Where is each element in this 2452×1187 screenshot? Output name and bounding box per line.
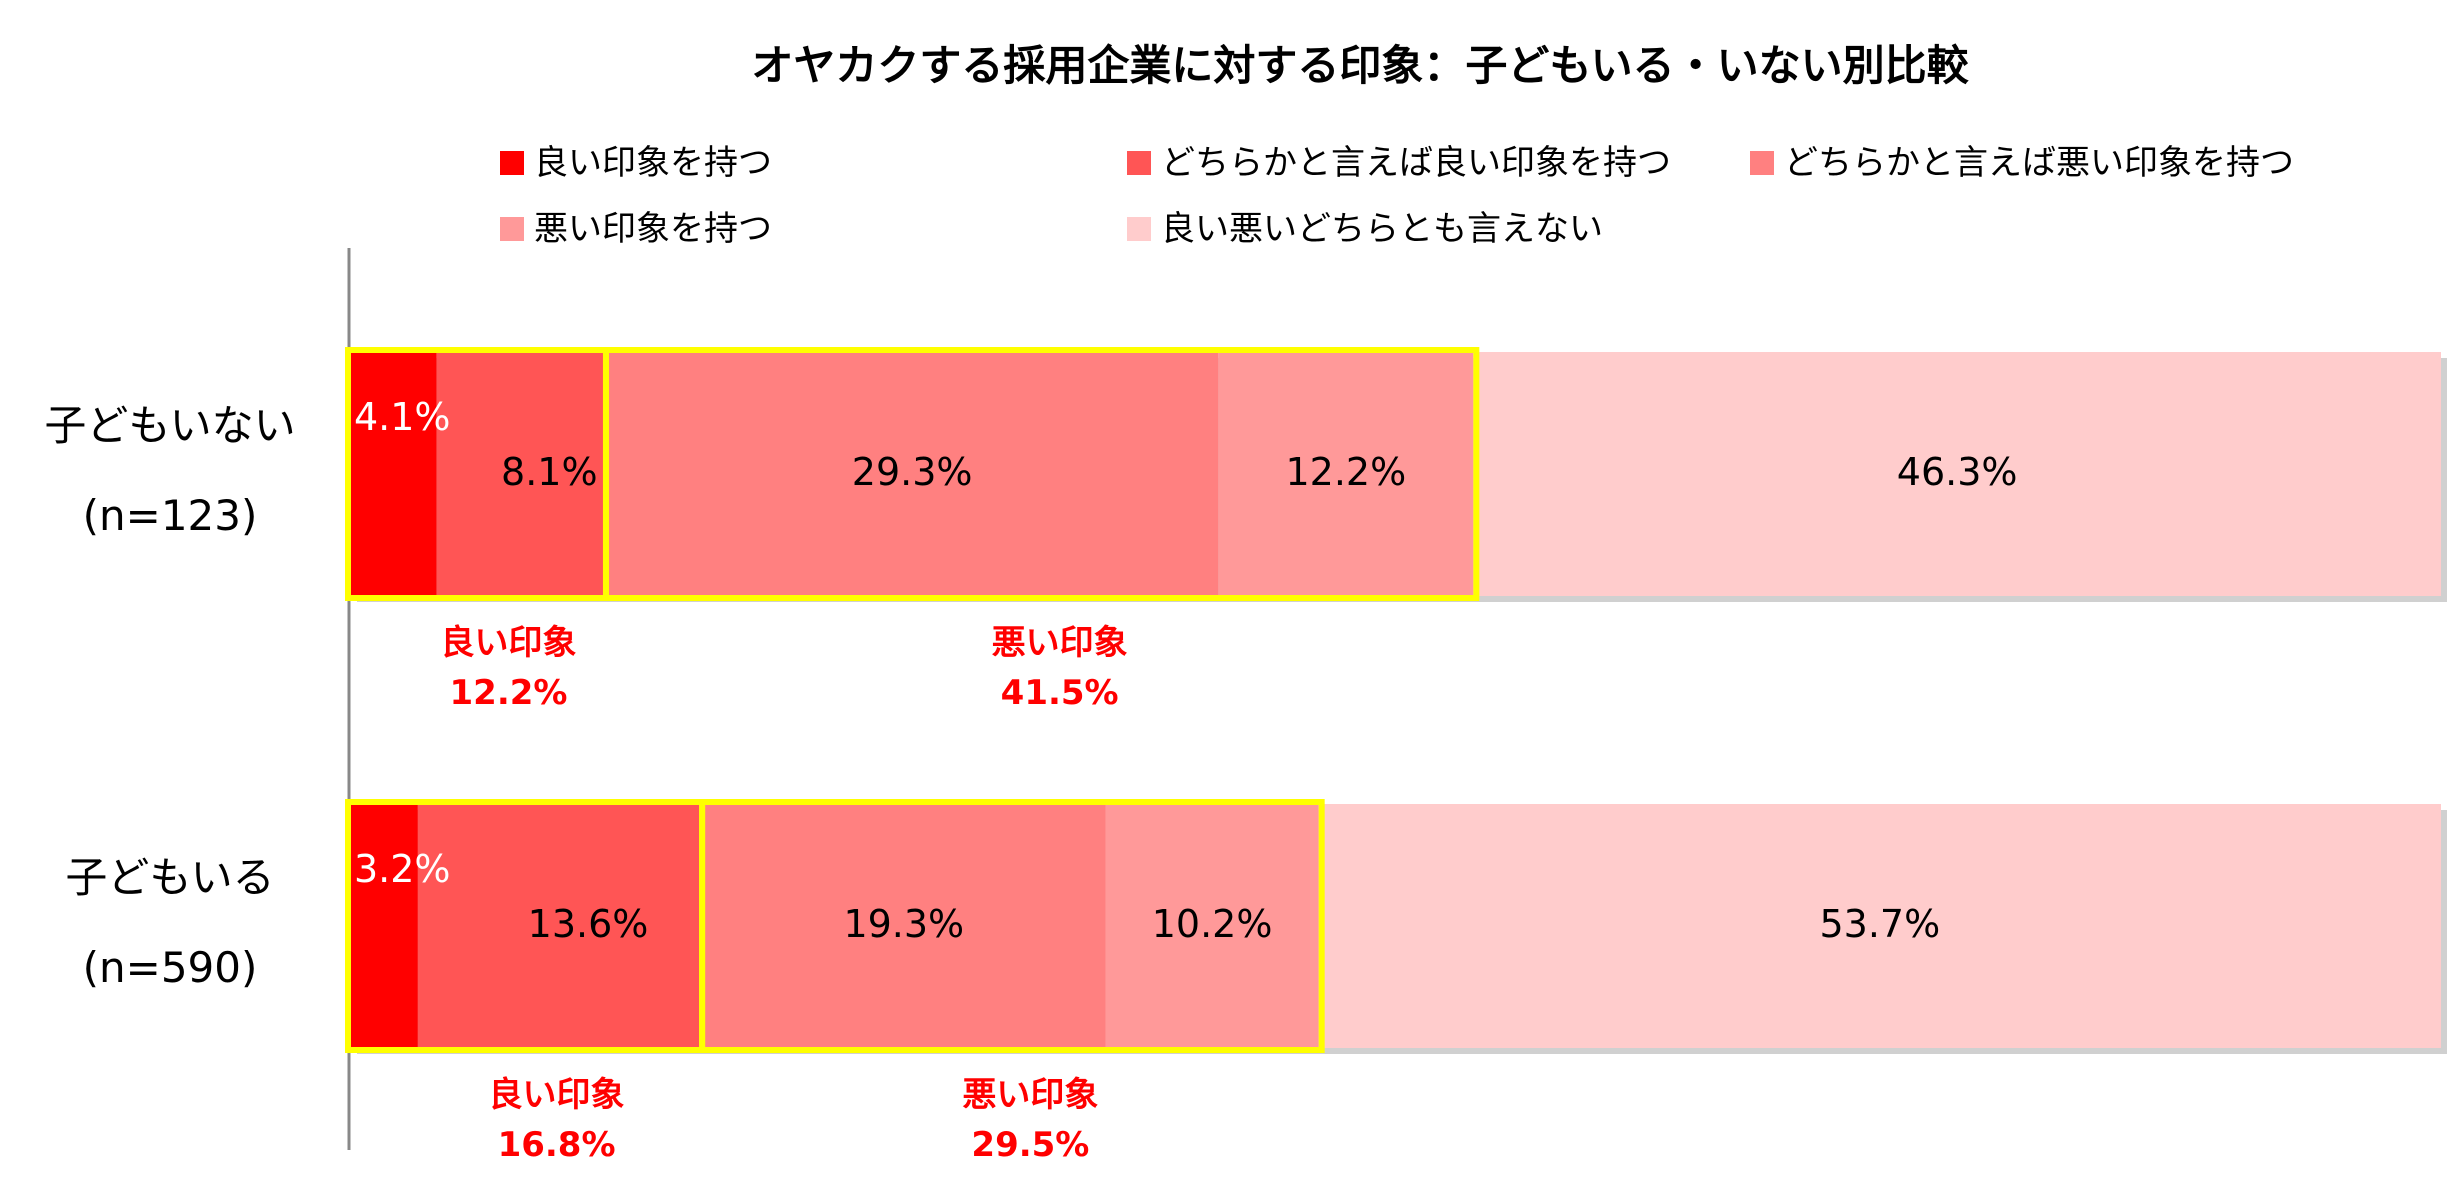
legend-swatch — [1127, 217, 1151, 241]
bad-impression-label: 悪い印象 — [962, 1075, 1098, 1115]
data-label: 19.3% — [843, 902, 964, 946]
bar-segment — [605, 352, 1219, 596]
legend-item: 悪い印象を持つ — [500, 209, 772, 249]
bars: 子どもいない (n=123) 4.1% 8.1% 29.3% 12.2% 46.3% 良い印象… — [44, 347, 2447, 1165]
category-sample-size: (n=123) — [83, 491, 258, 540]
bad-impression-total: 41.5% — [1001, 673, 1119, 713]
bar-segment — [417, 804, 703, 1048]
category-label: 子どもいる — [65, 853, 274, 902]
bar-segment — [436, 352, 606, 596]
legend: 良い印象を持つ どちらかと言えば良い印象を持つ どちらかと言えば悪い印象を持つ悪い印… — [500, 143, 2294, 249]
data-label: 46.3% — [1897, 450, 2018, 494]
bar-segment — [1473, 352, 2441, 596]
bad-impression-highlight — [602, 347, 1480, 601]
legend-item: 良い悪いどちらとも言えない — [1127, 209, 1603, 249]
category-label: 子どもいない — [44, 401, 295, 450]
data-label: 4.1% — [354, 395, 451, 439]
bar-segment — [1218, 352, 1474, 596]
data-label: 10.2% — [1152, 902, 1273, 946]
chart-title: オヤカクする採用企業に対する印象：子どもいる・いない別比較 — [751, 41, 1969, 90]
legend-swatch — [1127, 151, 1151, 175]
legend-item: どちらかと言えば悪い印象を持つ — [1750, 143, 2294, 183]
bar-segment — [351, 352, 437, 596]
good-impression-label: 良い印象 — [489, 1075, 625, 1115]
legend-label: 良い悪いどちらとも言えない — [1161, 209, 1603, 249]
bar-segment — [1105, 804, 1319, 1048]
bar-segment — [702, 804, 1106, 1048]
good-impression-total: 16.8% — [498, 1125, 616, 1165]
data-label: 53.7% — [1819, 902, 1940, 946]
good-impression-total: 12.2% — [450, 673, 568, 713]
legend-label: 良い印象を持つ — [534, 143, 772, 183]
bad-impression-total: 29.5% — [971, 1125, 1089, 1165]
legend-swatch — [500, 151, 524, 175]
legend-label: 悪い印象を持つ — [534, 209, 772, 249]
data-label: 12.2% — [1285, 450, 1406, 494]
legend-label: どちらかと言えば良い印象を持つ — [1161, 143, 1671, 183]
bad-impression-label: 悪い印象 — [992, 623, 1128, 663]
data-label: 29.3% — [852, 450, 973, 494]
bar-row: 子どもいない (n=123) 4.1% 8.1% 29.3% 12.2% 46.3% 良い印象… — [44, 347, 2447, 713]
legend-item: 良い印象を持つ — [500, 143, 772, 183]
data-label: 8.1% — [501, 450, 598, 494]
category-sample-size: (n=590) — [83, 943, 258, 992]
data-label: 3.2% — [354, 847, 451, 891]
data-label: 13.6% — [528, 902, 649, 946]
legend-swatch — [1750, 151, 1774, 175]
bar-segment — [1318, 804, 2441, 1048]
bad-impression-highlight — [699, 799, 1325, 1053]
good-impression-label: 良い印象 — [440, 623, 576, 663]
legend-label: どちらかと言えば悪い印象を持つ — [1784, 143, 2294, 183]
legend-swatch — [500, 217, 524, 241]
bar-segment — [351, 804, 418, 1048]
bar-row: 子どもいる (n=590) 3.2% 13.6% 19.3% 10.2% 53.7% 良い印象… — [65, 799, 2447, 1165]
legend-item: どちらかと言えば良い印象を持つ — [1127, 143, 1671, 183]
